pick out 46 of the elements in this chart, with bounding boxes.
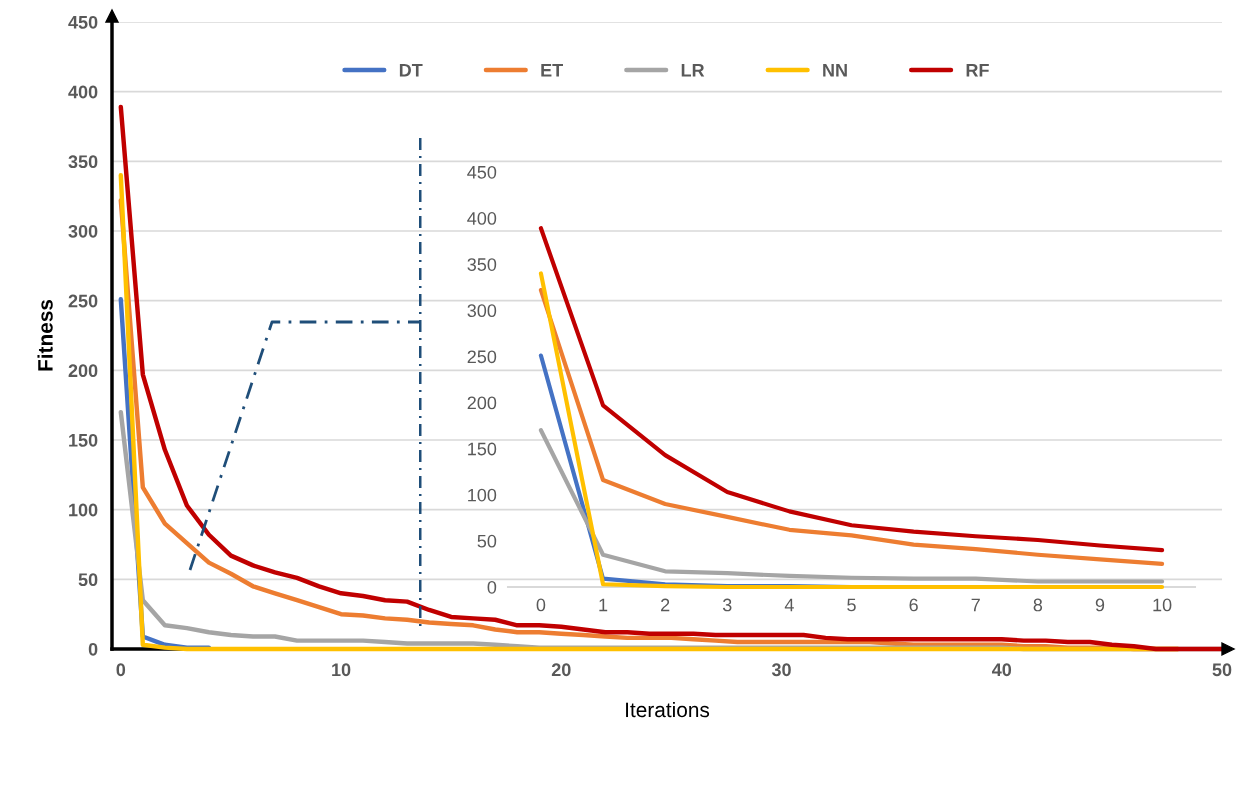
x-tick-label: 30: [771, 663, 791, 677]
y-tick-label: 250: [68, 294, 98, 308]
line-series: [538, 428, 1165, 584]
x-tick-label: 4: [784, 598, 794, 612]
x-tick-label: 0: [116, 663, 126, 677]
legend-label: DT: [399, 63, 423, 77]
x-tick-label: 3: [722, 598, 732, 612]
x-tick-label: 0: [536, 598, 546, 612]
y-tick-label: 400: [68, 85, 98, 99]
y-tick-label: 200: [68, 364, 98, 378]
y-tick-label: 450: [467, 165, 497, 179]
legend-label: ET: [541, 63, 563, 77]
x-tick-label: 10: [332, 663, 351, 677]
y-tick-label: 300: [68, 224, 98, 238]
y-tick-label: 0: [487, 580, 497, 594]
y-tick-label: 350: [467, 258, 497, 271]
legend-label: RF: [966, 63, 989, 77]
y-tick-label: 100: [69, 503, 98, 517]
x-tick-label: 7: [971, 598, 980, 612]
y-tick-label: 400: [467, 212, 497, 225]
x-tick-label: 10: [1153, 598, 1172, 612]
y-tick-label: 50: [78, 573, 98, 587]
x-tick-label: 6: [909, 598, 918, 612]
y-tick-label: 50: [477, 534, 497, 548]
x-tick-label: 8: [1033, 598, 1043, 612]
y-tick-label: 150: [468, 442, 497, 456]
x-tick-label: 40: [991, 663, 1012, 677]
x-tick-label: 50: [1212, 663, 1232, 677]
x-axis-title: Iterations: [626, 701, 710, 718]
y-tick-label: 450: [68, 15, 98, 29]
legend-label: LR: [681, 63, 705, 77]
line-series: [538, 226, 1165, 553]
y-tick-label: 200: [467, 396, 497, 410]
x-tick-label: 5: [847, 598, 856, 612]
x-tick-label: 2: [661, 598, 670, 612]
y-tick-label: 250: [467, 350, 497, 364]
x-tick-label: 9: [1095, 598, 1105, 612]
y-tick-label: 100: [468, 488, 497, 502]
y-axis-title: Fitness: [37, 299, 53, 371]
x-tick-label: 1: [599, 598, 608, 612]
y-tick-label: 150: [69, 433, 98, 447]
y-tick-label: 350: [68, 155, 98, 169]
x-tick-label: 20: [551, 663, 571, 677]
y-tick-label: 0: [88, 642, 98, 656]
y-tick-label: 300: [467, 304, 497, 318]
legend-label: NN: [823, 63, 847, 77]
